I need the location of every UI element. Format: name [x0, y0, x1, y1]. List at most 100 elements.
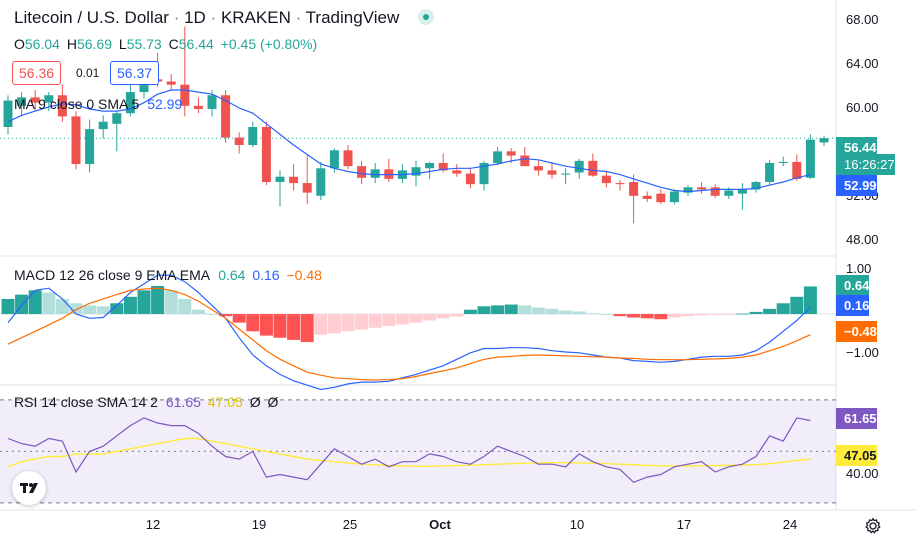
buy-button[interactable]: 56.37: [110, 61, 160, 85]
macd-histogram-bar: [722, 314, 736, 315]
candle-body: [17, 97, 27, 106]
close-value: 56.44: [178, 36, 214, 52]
candle-body: [520, 155, 530, 167]
ma-line: [7, 89, 811, 193]
macd-legend-hist: 0.64: [218, 267, 246, 283]
macd-hist-label: 0.64: [836, 275, 870, 296]
time-tick: 10: [569, 517, 585, 532]
rsi-legend-label[interactable]: RSI 14 close SMA 14 2: [14, 394, 158, 410]
candle-body: [629, 182, 639, 196]
low-label: L: [118, 36, 127, 52]
open-label: O: [14, 36, 25, 52]
macd-histogram-bar: [55, 298, 69, 315]
candle-body: [601, 175, 611, 184]
rsi-line: [7, 417, 811, 483]
rsi-value-label: 61.65: [836, 408, 877, 429]
rsi-sma-label: 47.05: [836, 445, 877, 466]
candle-body: [683, 187, 693, 193]
macd-histogram-bar: [559, 310, 573, 315]
macd-histogram-bar: [300, 314, 314, 343]
macd-histogram-bar: [763, 308, 777, 315]
macd-histogram-bar: [137, 290, 151, 315]
macd-histogram-bar: [531, 307, 545, 315]
macd-histogram-bar: [627, 314, 641, 318]
candle-body: [275, 176, 285, 183]
time-tick: 17: [676, 517, 692, 532]
change-value: +0.45 (+0.80%): [220, 36, 318, 52]
macd-histogram-bar: [287, 314, 301, 340]
candle-body: [751, 182, 761, 190]
rsi-tick: 40.00: [846, 466, 879, 481]
candle-body: [465, 173, 475, 185]
macd-histogram-bar: [491, 305, 505, 315]
price-tick: 64.00: [846, 56, 879, 71]
macd-histogram-bar: [96, 306, 110, 315]
ma-legend-label[interactable]: MA 9 close 0 SMA 5: [14, 96, 140, 112]
rsi-legend[interactable]: RSI 14 close SMA 14 2 61.65 47.05 Ø Ø: [14, 394, 278, 410]
macd-tick: 1.00: [846, 261, 872, 276]
macd-histogram-bar: [219, 314, 233, 317]
candlesticks: [3, 26, 829, 224]
macd-histogram-bar: [776, 303, 790, 315]
last-price-label: 56.44: [836, 137, 877, 158]
macd-tick: −1.00: [846, 345, 879, 360]
interval[interactable]: 1D: [184, 8, 206, 27]
candle-body: [710, 187, 720, 196]
tradingview-logo-icon[interactable]: [12, 471, 46, 505]
time-tick: Oct: [429, 517, 451, 532]
candle-body: [261, 127, 271, 183]
candle-body: [85, 129, 95, 165]
macd-histogram-bar: [123, 296, 137, 315]
macd-histogram-bar: [28, 290, 42, 315]
candle-body: [166, 81, 176, 85]
gear-icon[interactable]: [864, 517, 882, 535]
macd-histogram-bar: [599, 314, 613, 315]
market-status-icon[interactable]: [417, 9, 434, 25]
price-tick: 48.00: [846, 232, 879, 247]
macd-histogram-bar: [83, 305, 97, 315]
macd-histogram-bar: [572, 311, 586, 315]
candle-body: [697, 187, 707, 190]
candle-body: [57, 95, 67, 117]
macd-histogram-bar: [395, 314, 409, 325]
source: TradingView: [305, 8, 400, 27]
macd-histogram-bar: [790, 296, 804, 315]
candle-body: [425, 162, 435, 169]
sell-button[interactable]: 56.36: [12, 61, 62, 85]
macd-histogram-bar: [178, 298, 192, 315]
candle-body: [737, 189, 747, 194]
macd-legend-signal: −0.48: [286, 267, 322, 283]
candle-body: [506, 151, 516, 156]
candle-body: [3, 100, 13, 127]
symbol-title[interactable]: Litecoin / U.S. Dollar · 1D · KRAKEN · T…: [14, 8, 434, 28]
macd-legend[interactable]: MACD 12 26 close 9 EMA EMA 0.64 0.16 −0.…: [14, 267, 322, 283]
macd-histogram-bar: [803, 286, 817, 315]
macd-histogram-bar: [205, 314, 219, 315]
ma-legend-value: 52.99: [147, 96, 183, 112]
ma-legend[interactable]: MA 9 close 0 SMA 5 52.99: [14, 96, 182, 112]
macd-legend-label[interactable]: MACD 12 26 close 9 EMA EMA: [14, 267, 210, 283]
candle-body: [112, 113, 122, 124]
candle-body: [207, 95, 217, 110]
macd-histogram-bar: [409, 314, 423, 323]
candle-body: [493, 151, 503, 163]
candle-body: [656, 193, 666, 203]
candle-body: [765, 162, 775, 183]
candle-body: [819, 138, 829, 143]
candle-body: [778, 161, 788, 163]
countdown-label: 16:26:27: [836, 154, 895, 175]
candle-body: [370, 169, 380, 178]
rsi-legend-sma: 47.05: [207, 394, 243, 410]
ma-price-label: 52.99: [836, 175, 877, 196]
candle-body: [302, 183, 312, 193]
macd-histogram-bar: [477, 306, 491, 315]
signal-line: [7, 287, 811, 381]
macd-legend-macd: 0.16: [252, 267, 280, 283]
candle-body: [615, 183, 625, 185]
candle-body: [479, 162, 489, 185]
symbol-name[interactable]: Litecoin / U.S. Dollar: [14, 8, 169, 27]
macd-line: [7, 274, 811, 391]
rsi-legend-rsi: 61.65: [165, 394, 201, 410]
macd-histogram-bar: [613, 314, 627, 317]
